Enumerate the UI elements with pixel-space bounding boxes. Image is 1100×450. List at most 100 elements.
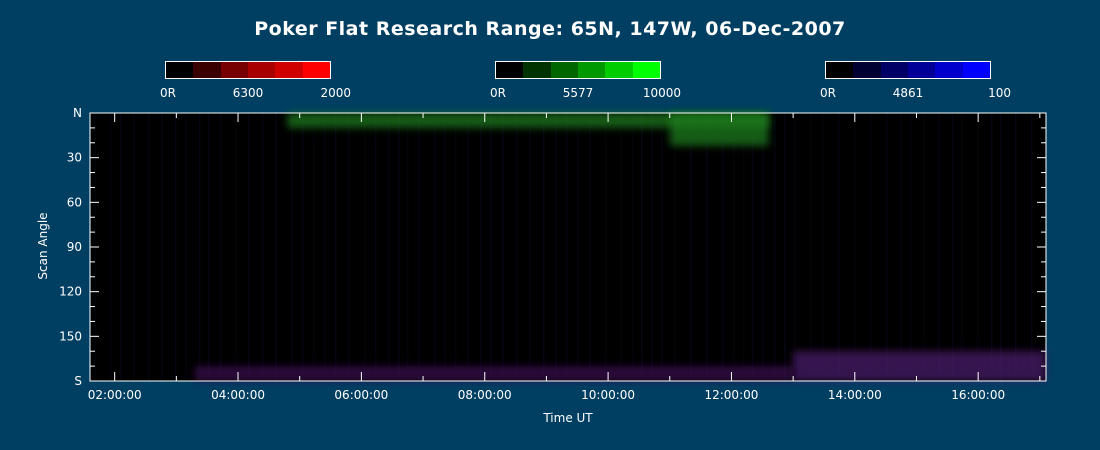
colorbar-6300-gradient	[165, 61, 331, 79]
colorbar-segment	[577, 62, 606, 78]
background-streak	[620, 113, 622, 381]
chart-title: Poker Flat Research Range: 65N, 147W, 06…	[254, 18, 846, 40]
background-streak	[110, 113, 112, 381]
background-streak	[762, 113, 764, 381]
colorbar-segment	[632, 62, 660, 78]
emission-4861-region	[793, 351, 1046, 381]
background-streak	[455, 113, 457, 381]
emission-4861-region	[194, 366, 794, 381]
colorbar-segment	[302, 62, 330, 78]
colorbar-segment	[962, 62, 990, 78]
colorbar-4861-gradient	[825, 61, 991, 79]
background-streak	[1015, 113, 1017, 381]
colorbar-segment	[907, 62, 936, 78]
colorbar-4861-min-label: 0R	[820, 86, 836, 100]
background-streak	[364, 113, 366, 381]
background-streak	[388, 113, 390, 381]
background-streak	[133, 113, 135, 381]
background-streak	[375, 113, 377, 381]
colorbar-6300-max-label: 2000	[320, 86, 351, 100]
background-streak	[291, 113, 293, 381]
y-axis-label: Scan Angle	[36, 212, 50, 280]
background-streak	[418, 113, 420, 381]
background-streak	[516, 113, 518, 381]
background-streak	[480, 113, 482, 381]
background-streak	[743, 113, 745, 381]
background-streak	[838, 113, 840, 381]
colorbar-segment	[880, 62, 908, 78]
background-streak	[348, 113, 350, 381]
background-streak	[120, 113, 122, 381]
background-streak	[148, 113, 150, 381]
background-streak	[398, 113, 400, 381]
colorbar-segment	[496, 62, 524, 78]
background-streak	[335, 113, 337, 381]
emission-5577-region	[287, 113, 769, 128]
x-tick-label: 06:00:00	[334, 388, 388, 402]
background-streak	[324, 113, 326, 381]
background-streak	[900, 113, 902, 381]
background-streak	[952, 113, 954, 381]
background-streak	[467, 113, 469, 381]
colorbar-4861-mid-label: 4861	[892, 86, 924, 100]
y-tick-label: 60	[67, 195, 82, 209]
background-streak	[977, 113, 979, 381]
background-streak	[752, 113, 754, 381]
background-streak	[733, 113, 735, 381]
y-tick-label: S	[74, 374, 82, 388]
x-tick-label: 10:00:00	[581, 388, 635, 402]
colorbar-segment	[275, 62, 303, 78]
colorbar-5577-gradient	[495, 61, 661, 79]
colorbar-5577-min-label: 0R	[490, 86, 506, 100]
background-streak	[794, 113, 796, 381]
background-streak	[810, 113, 812, 381]
y-tick-label: N	[73, 106, 82, 120]
colorbar-6300: 0R 6300 2000	[160, 61, 351, 100]
colorbar-5577-max-label: 10000	[642, 86, 681, 100]
background-streak	[502, 113, 504, 381]
background-streak	[632, 113, 634, 381]
y-tick-label: 30	[67, 151, 82, 165]
x-tick-label: 02:00:00	[88, 388, 142, 402]
colorbar-4861-max-label: 100	[988, 86, 1011, 100]
background-streak	[529, 113, 531, 381]
background-streak	[661, 113, 663, 381]
background-streak	[641, 113, 643, 381]
x-tick-label: 14:00:00	[828, 388, 882, 402]
background-streak	[208, 113, 210, 381]
background-streak	[235, 113, 237, 381]
x-tick-label: 08:00:00	[458, 388, 512, 402]
background-streak	[444, 113, 446, 381]
emission-5577-region	[669, 113, 769, 146]
colorbar-6300-mid-label: 6300	[232, 86, 264, 100]
y-tick-label: 150	[59, 329, 82, 343]
plot-background	[90, 113, 1046, 381]
background-streak	[199, 113, 201, 381]
background-streak	[938, 113, 940, 381]
background-streak	[1000, 113, 1002, 381]
background-streak	[991, 113, 993, 381]
x-tick-label: 12:00:00	[704, 388, 758, 402]
colorbar-segment	[523, 62, 551, 78]
background-streak	[434, 113, 436, 381]
background-streak	[961, 113, 963, 381]
background-streak	[722, 113, 724, 381]
x-axis-label: Time UT	[543, 411, 593, 425]
background-streak	[690, 113, 692, 381]
colorbar-5577: 0R 5577 10000	[490, 61, 681, 100]
colorbar-segment	[220, 62, 248, 78]
y-tick-label: 120	[59, 285, 82, 299]
background-streak	[262, 113, 264, 381]
background-streak	[302, 113, 304, 381]
x-tick-label: 16:00:00	[951, 388, 1005, 402]
background-streak	[706, 113, 708, 381]
background-streak	[923, 113, 925, 381]
background-streak	[313, 113, 315, 381]
background-streak	[589, 113, 591, 381]
colorbar-segment	[605, 62, 633, 78]
background-streak	[275, 113, 277, 381]
background-streak	[577, 113, 579, 381]
background-streak	[175, 113, 177, 381]
background-streak	[220, 113, 222, 381]
